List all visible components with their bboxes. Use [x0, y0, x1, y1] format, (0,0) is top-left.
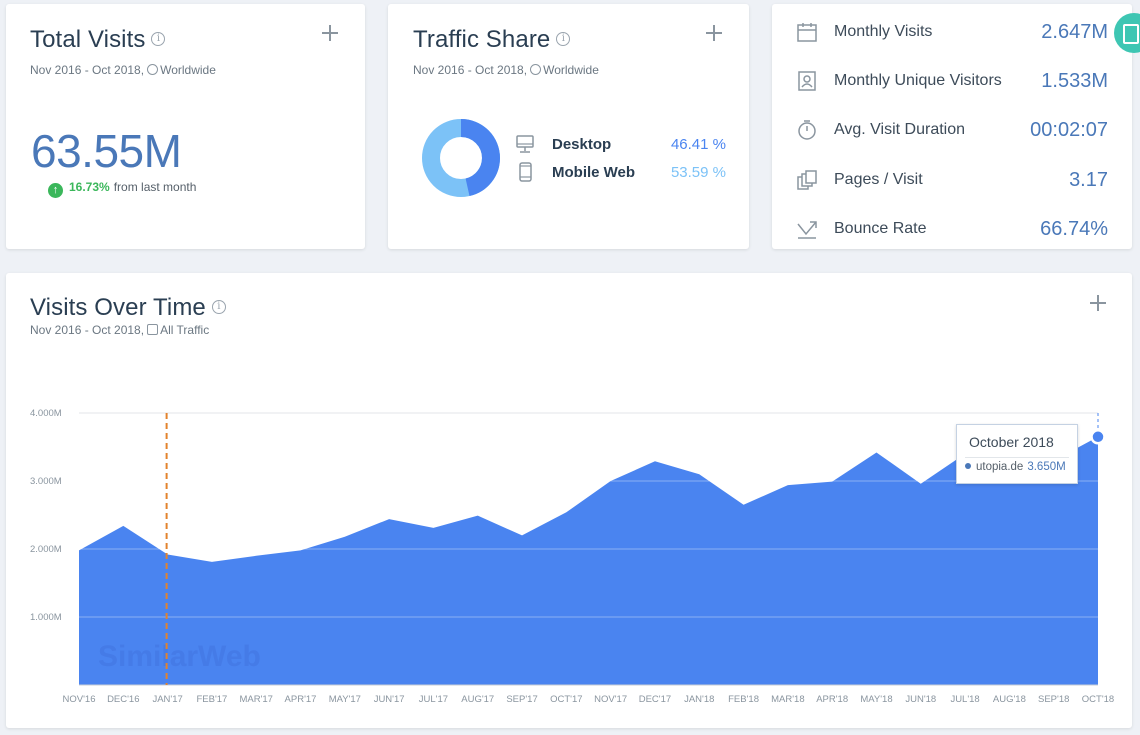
add-widget-button[interactable]: [322, 25, 338, 41]
desktop-label: Desktop: [552, 135, 612, 153]
y-tick-label: 1.000M: [30, 612, 62, 623]
hover-point: [1090, 429, 1106, 445]
help-book-icon[interactable]: [1114, 13, 1140, 53]
engagement-label: Monthly Visits: [834, 23, 933, 40]
engagement-label: Bounce Rate: [834, 220, 927, 237]
tooltip-row: utopia.de 3.650M: [965, 461, 1066, 473]
desktop-value: 46.41 %: [670, 135, 726, 153]
x-tick-label: AUG'17: [461, 694, 494, 705]
x-tick-label: JUL'17: [419, 694, 448, 705]
add-widget-button[interactable]: [1090, 295, 1106, 311]
traffic-share-subtitle: Nov 2016 - Oct 2018, Worldwide: [413, 63, 599, 77]
x-tick-label: JUN'18: [905, 694, 936, 705]
mobile-label: Mobile Web: [552, 163, 636, 181]
total-visits-subtitle: Nov 2016 - Oct 2018, Worldwide: [30, 63, 216, 77]
total-visits-value: 63.55M: [31, 125, 182, 177]
x-tick-label: NOV'17: [594, 694, 627, 705]
x-tick-label: APR'17: [285, 694, 317, 705]
engagement-value: 66.74%: [1040, 217, 1108, 240]
add-widget-button[interactable]: [706, 25, 722, 41]
x-tick-label: JAN'18: [684, 694, 714, 705]
x-tick-label: AUG'18: [993, 694, 1026, 705]
traffic-share-card: Traffic Share i Nov 2016 - Oct 2018, World…: [388, 4, 749, 249]
x-tick-label: SEP'18: [1038, 694, 1069, 705]
engagement-row: Monthly Unique Visitors 1.533M: [796, 68, 1108, 94]
engagement-value: 3.17: [1069, 168, 1108, 191]
globe-icon: [530, 64, 542, 75]
engagement-card: Monthly Visits 2.647M Monthly Unique Visit…: [772, 4, 1132, 249]
tooltip-divider: [965, 457, 1069, 458]
total-visits-title: Total Visits i: [30, 26, 166, 54]
engagement-row: Avg. Visit Duration 00:02:07: [796, 117, 1108, 143]
engagement-value: 2.647M: [1041, 20, 1108, 43]
x-tick-label: APR'18: [816, 694, 848, 705]
y-tick-label: 2.000M: [30, 544, 62, 555]
x-tick-label: FEB'17: [196, 694, 227, 705]
x-tick-label: FEB'18: [728, 694, 759, 705]
engagement-row: Bounce Rate 66.74%: [796, 216, 1108, 242]
devices-icon: [147, 324, 159, 335]
x-tick-label: SEP'17: [506, 694, 537, 705]
chart-watermark: SimilarWeb: [98, 640, 261, 673]
visits-over-time-subtitle: Nov 2016 - Oct 2018, All Traffic: [30, 323, 210, 337]
pages-icon: [797, 170, 817, 190]
mobile-icon: [519, 162, 532, 182]
x-tick-label: DEC'16: [107, 694, 139, 705]
x-tick-label: NOV'16: [63, 694, 96, 705]
arrow-up-icon: ↑: [48, 183, 63, 198]
tooltip-title: October 2018: [969, 434, 1054, 450]
user-card-icon: [798, 71, 816, 91]
desktop-icon: [516, 135, 534, 153]
engagement-label: Monthly Unique Visitors: [834, 72, 1002, 89]
chart-tooltip: October 2018 utopia.de 3.650M: [956, 424, 1078, 484]
desktop-share-row: Desktop 46.41 %: [516, 134, 726, 154]
x-tick-label: JAN'17: [152, 694, 182, 705]
mobile-share-row: Mobile Web 53.59 %: [516, 162, 726, 182]
engagement-row: Monthly Visits 2.647M: [796, 19, 1108, 45]
series-dot-icon: [965, 463, 971, 469]
x-tick-label: MAR'18: [771, 694, 805, 705]
x-tick-label: MAY'18: [860, 694, 892, 705]
x-tick-label: JUN'17: [374, 694, 405, 705]
area-series: [79, 436, 1098, 685]
x-tick-label: MAR'17: [239, 694, 273, 705]
info-icon[interactable]: i: [151, 31, 166, 46]
stopwatch-icon: [798, 120, 816, 140]
y-tick-label: 4.000M: [30, 408, 62, 419]
x-tick-label: DEC'17: [639, 694, 671, 705]
traffic-share-donut: [422, 119, 500, 197]
bounce-arrow-icon: [797, 221, 817, 239]
engagement-label: Avg. Visit Duration: [834, 121, 966, 138]
y-tick-label: 3.000M: [30, 476, 62, 487]
calendar-icon: [797, 23, 817, 42]
traffic-share-title: Traffic Share i: [413, 26, 571, 54]
engagement-label: Pages / Visit: [834, 171, 923, 188]
visits-change: ↑ 16.73% from last month: [48, 180, 196, 198]
x-tick-label: OCT'17: [550, 694, 582, 705]
info-icon[interactable]: i: [556, 31, 571, 46]
mobile-value: 53.59 %: [670, 163, 726, 181]
info-icon[interactable]: i: [211, 299, 226, 314]
x-tick-label: OCT'18: [1082, 694, 1114, 705]
donut-desktop-slice[interactable]: [422, 119, 500, 197]
x-tick-label: MAY'17: [329, 694, 361, 705]
engagement-row: Pages / Visit 3.17: [796, 167, 1108, 193]
engagement-value: 00:02:07: [1030, 118, 1108, 141]
engagement-value: 1.533M: [1041, 69, 1108, 92]
total-visits-card: Total Visits i Nov 2016 - Oct 2018, Worldw…: [6, 4, 365, 249]
visits-over-time-title: Visits Over Time i: [30, 294, 226, 322]
x-tick-label: JUL'18: [950, 694, 979, 705]
globe-icon: [147, 64, 159, 75]
